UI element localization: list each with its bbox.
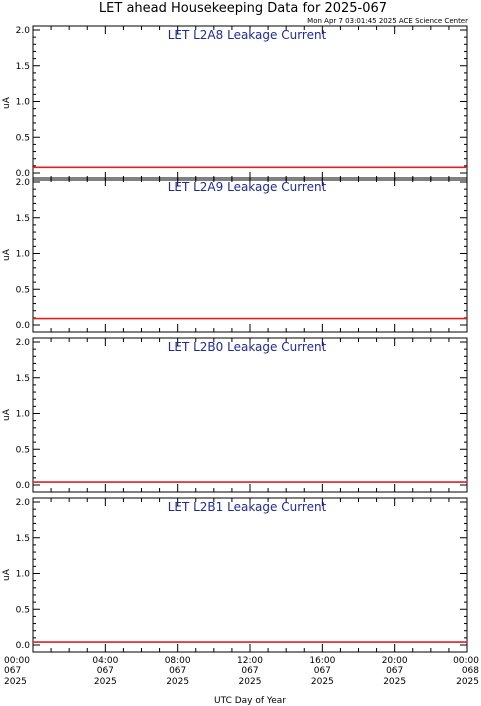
y-tick-label: 1.5 <box>16 62 30 72</box>
y-tick-label: 1.0 <box>16 98 31 108</box>
y-tick-label: 2.0 <box>16 26 31 36</box>
panel-title: LET L2B1 Leakage Current <box>168 500 327 514</box>
figure-title: LET ahead Housekeeping Data for 2025-067 <box>99 1 387 16</box>
y-axis-label: uA <box>2 96 12 109</box>
x-tick-label-time: 00:00 <box>4 656 30 666</box>
x-axis-labels: 00:00067202504:00067202508:00067202512:0… <box>4 656 479 687</box>
chart-panel-1: 0.0 0.5 1.0 1.5 2.0 uA LET L2A8 Leakage Curren… <box>2 25 468 181</box>
x-tick-label-year: 2025 <box>383 677 406 687</box>
plot-frame <box>32 337 468 493</box>
y-tick-label: 0.0 <box>16 641 31 651</box>
x-tick-label-year: 2025 <box>456 677 479 687</box>
x-tick-label-day: 067 <box>386 666 403 676</box>
chart-panels: 0.0 0.5 1.0 1.5 2.0 uA LET L2A8 Leakage Curren… <box>2 25 468 653</box>
y-tick-label: 2.0 <box>16 338 31 348</box>
y-tick-label: 0.0 <box>16 321 31 331</box>
y-tick-label: 2.0 <box>16 178 31 188</box>
x-tick-label-time: 16:00 <box>309 656 335 666</box>
plot-frame <box>32 177 468 333</box>
y-axis-label: uA <box>2 408 12 421</box>
generation-timestamp: Mon Apr 7 03:01:45 2025 ACE Science Cent… <box>307 17 468 25</box>
plot-frame <box>32 25 468 181</box>
y-tick-label: 1.0 <box>16 250 31 260</box>
x-tick-label-day: 067 <box>4 666 21 676</box>
x-tick-label-year: 2025 <box>94 677 117 687</box>
y-tick-label: 1.0 <box>16 570 31 580</box>
chart-panel-3: 0.0 0.5 1.0 1.5 2.0 uA LET L2B0 Leakage Curren… <box>2 337 468 493</box>
y-tick-label: 0.5 <box>16 445 30 455</box>
x-tick-label-time: 00:00 <box>453 656 479 666</box>
y-axis-label: uA <box>2 248 12 261</box>
y-tick-label: 0.5 <box>16 133 30 143</box>
x-tick-label-day: 067 <box>97 666 114 676</box>
x-tick-label-time: 20:00 <box>382 656 408 666</box>
y-tick-label: 1.5 <box>16 534 30 544</box>
x-tick-label-time: 12:00 <box>237 656 263 666</box>
y-tick-label: 0.5 <box>16 605 30 615</box>
x-tick-label-time: 08:00 <box>165 656 191 666</box>
y-axis-label: uA <box>2 568 12 581</box>
x-tick-label-year: 2025 <box>311 677 334 687</box>
x-tick-label-year: 2025 <box>166 677 189 687</box>
chart-panel-2: 0.0 0.5 1.0 1.5 2.0 uA LET L2A9 Leakage Curren… <box>2 177 468 333</box>
x-tick-label-day: 067 <box>169 666 186 676</box>
y-tick-label: 1.5 <box>16 214 30 224</box>
y-tick-label: 0.0 <box>16 481 31 491</box>
y-tick-label: 2.0 <box>16 498 31 508</box>
panel-title: LET L2B0 Leakage Current <box>168 340 327 354</box>
x-axis-title: UTC Day of Year <box>214 696 286 706</box>
x-tick-label-year: 2025 <box>239 677 262 687</box>
y-tick-label: 1.0 <box>16 410 31 420</box>
y-tick-label: 0.0 <box>16 169 31 179</box>
x-tick-label-year: 2025 <box>4 677 27 687</box>
y-tick-label: 1.5 <box>16 374 30 384</box>
chart-panel-4: 0.0 0.5 1.0 1.5 2.0 uA LET L2B1 Leakage Curren… <box>2 497 468 653</box>
panel-title: LET L2A9 Leakage Current <box>168 180 327 194</box>
x-tick-label-day: 067 <box>314 666 331 676</box>
x-tick-label-day: 068 <box>462 666 479 676</box>
y-tick-label: 0.5 <box>16 285 30 295</box>
panel-title: LET L2A8 Leakage Current <box>168 28 327 42</box>
x-tick-label-day: 067 <box>241 666 258 676</box>
x-tick-label-time: 04:00 <box>92 656 118 666</box>
plot-frame <box>32 497 468 653</box>
